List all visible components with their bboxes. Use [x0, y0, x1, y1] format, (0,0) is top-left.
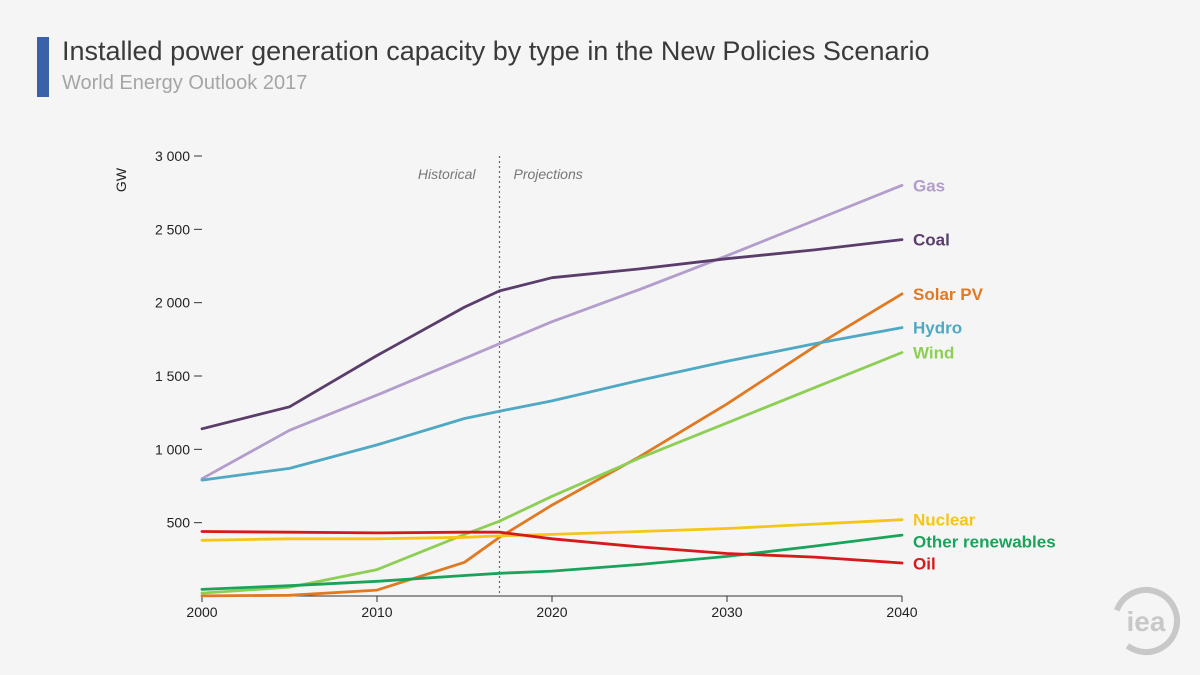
series-line-wind [200, 351, 904, 595]
series-line-gas [200, 183, 904, 481]
title-accent-bar [37, 37, 49, 97]
series-label-oil: Oil [913, 555, 936, 574]
logo-text: iea [1127, 606, 1166, 637]
series-line-solar-pv [200, 292, 904, 598]
y-tick-label: 1 500 [155, 368, 190, 384]
iea-logo: iea [1112, 587, 1180, 655]
chart-subtitle: World Energy Outlook 2017 [62, 72, 308, 94]
series-line-nuclear [200, 518, 904, 542]
series-line-other-renewables [200, 533, 904, 591]
y-tick-label: 2 000 [155, 295, 190, 311]
historical-label: Historical [418, 166, 476, 182]
series-label-gas: Gas [913, 176, 945, 195]
x-tick-label: 2040 [886, 604, 917, 620]
series-label-nuclear: Nuclear [913, 511, 976, 530]
x-tick-label: 2030 [711, 604, 742, 620]
y-tick-label: 1 000 [155, 441, 190, 457]
chart-title: Installed power generation capacity by t… [62, 36, 930, 66]
y-axis-label: GW [113, 167, 129, 192]
y-tick-label: 3 000 [155, 148, 190, 164]
x-tick-label: 2020 [536, 604, 567, 620]
x-tick-label: 2010 [361, 604, 392, 620]
series-label-hydro: Hydro [913, 319, 962, 338]
series-label-other-renewables: Other renewables [913, 533, 1056, 552]
series-line-coal [200, 238, 904, 431]
x-tick-label: 2000 [186, 604, 217, 620]
series-line-hydro [200, 326, 904, 482]
y-tick-label: 2 500 [155, 221, 190, 237]
projections-label: Projections [514, 166, 583, 182]
y-tick-label: 500 [167, 515, 191, 531]
series-label-wind: Wind [913, 344, 954, 363]
series-line-oil [200, 530, 904, 565]
series-label-solar-pv: Solar PV [913, 285, 984, 304]
series-label-coal: Coal [913, 231, 950, 250]
